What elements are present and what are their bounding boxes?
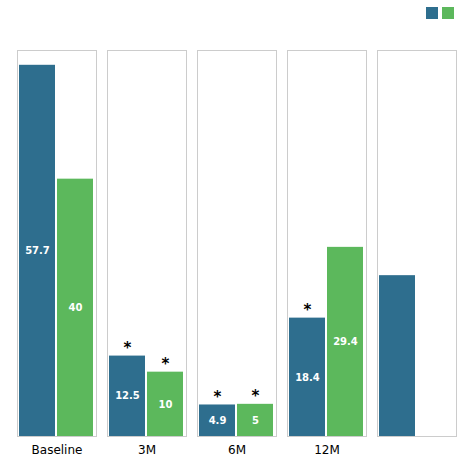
svg-text:3M: 3M (138, 443, 156, 457)
svg-text:40: 40 (69, 302, 83, 313)
svg-text:Baseline: Baseline (32, 443, 83, 457)
svg-text:*: * (304, 301, 312, 319)
svg-text:*: * (124, 339, 132, 357)
svg-text:5: 5 (252, 415, 259, 426)
svg-text:12M: 12M (314, 443, 340, 457)
svg-text:57.7: 57.7 (25, 245, 50, 256)
svg-text:10: 10 (159, 399, 173, 410)
svg-text:29.4: 29.4 (333, 336, 358, 347)
svg-text:*: * (162, 355, 170, 373)
svg-text:*: * (214, 388, 222, 406)
svg-text:6M: 6M (228, 443, 246, 457)
svg-text:12.5: 12.5 (115, 390, 140, 401)
svg-text:4.9: 4.9 (209, 415, 227, 426)
svg-text:18.4: 18.4 (295, 372, 320, 383)
svg-text:*: * (252, 387, 260, 405)
